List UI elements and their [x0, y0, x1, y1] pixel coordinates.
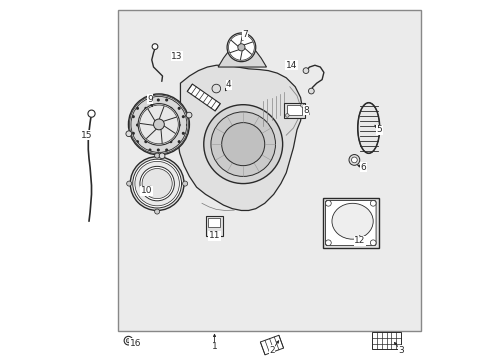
- Bar: [208, 218, 220, 226]
- Text: 15: 15: [81, 131, 92, 140]
- Circle shape: [140, 105, 178, 144]
- Circle shape: [349, 154, 360, 165]
- Circle shape: [159, 153, 165, 159]
- Text: 3: 3: [398, 346, 404, 355]
- Circle shape: [211, 112, 275, 176]
- Ellipse shape: [358, 103, 379, 153]
- Text: 14: 14: [286, 61, 297, 70]
- Circle shape: [303, 68, 309, 73]
- Circle shape: [88, 110, 95, 117]
- Text: 1: 1: [212, 342, 218, 351]
- Bar: [205, 216, 223, 235]
- Bar: [372, 332, 401, 349]
- Circle shape: [300, 104, 304, 107]
- Bar: [260, 335, 284, 355]
- Text: 9: 9: [147, 95, 153, 104]
- Circle shape: [140, 166, 174, 201]
- Polygon shape: [177, 65, 302, 211]
- Text: 13: 13: [171, 52, 183, 61]
- Ellipse shape: [332, 203, 373, 239]
- Text: 2: 2: [269, 346, 275, 355]
- Circle shape: [309, 88, 314, 94]
- Text: 6: 6: [361, 163, 366, 172]
- Circle shape: [370, 240, 376, 246]
- Circle shape: [227, 33, 256, 62]
- Bar: [118, 10, 421, 330]
- Circle shape: [286, 114, 289, 117]
- FancyBboxPatch shape: [325, 201, 376, 246]
- Text: 4: 4: [226, 81, 232, 90]
- Circle shape: [135, 161, 179, 206]
- Circle shape: [370, 201, 376, 206]
- Circle shape: [212, 84, 220, 93]
- Circle shape: [221, 123, 265, 166]
- Circle shape: [124, 336, 133, 345]
- Bar: [187, 84, 220, 111]
- Circle shape: [238, 44, 245, 51]
- Circle shape: [128, 94, 190, 155]
- Circle shape: [126, 181, 132, 186]
- Circle shape: [130, 157, 184, 211]
- Circle shape: [142, 168, 172, 199]
- Text: 7: 7: [242, 30, 248, 39]
- Circle shape: [126, 338, 131, 343]
- Circle shape: [152, 44, 158, 49]
- Text: 16: 16: [130, 339, 142, 348]
- Bar: [285, 103, 305, 118]
- Circle shape: [325, 240, 331, 246]
- Circle shape: [155, 209, 160, 214]
- Circle shape: [153, 119, 164, 130]
- Text: 12: 12: [354, 237, 366, 246]
- Circle shape: [133, 159, 181, 208]
- Circle shape: [155, 153, 160, 158]
- Circle shape: [204, 105, 283, 184]
- Circle shape: [131, 96, 187, 152]
- Text: 10: 10: [141, 186, 152, 195]
- Circle shape: [183, 181, 188, 186]
- Text: 8: 8: [303, 105, 309, 114]
- Circle shape: [228, 35, 254, 60]
- Text: 5: 5: [377, 125, 382, 134]
- Circle shape: [126, 131, 132, 136]
- Circle shape: [138, 104, 180, 145]
- Circle shape: [325, 201, 331, 206]
- Polygon shape: [218, 51, 267, 67]
- Text: 11: 11: [209, 231, 221, 240]
- Circle shape: [351, 157, 357, 163]
- Circle shape: [186, 112, 192, 118]
- Bar: [287, 105, 302, 116]
- Bar: [323, 198, 379, 248]
